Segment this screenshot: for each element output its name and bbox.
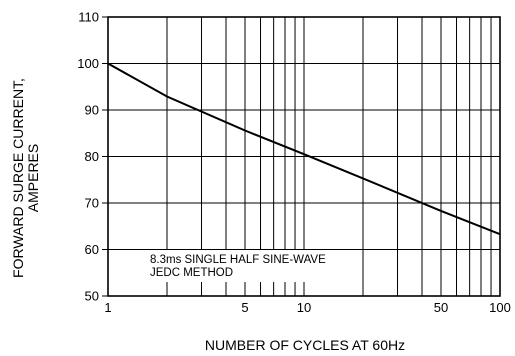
grid-lines — [108, 17, 500, 296]
x-tick-label: 100 — [489, 300, 511, 315]
y-tick-label: 90 — [85, 103, 99, 118]
x-axis-ticks: 1 5 10 50 100 — [104, 300, 510, 315]
annotation-box — [145, 250, 325, 282]
y-tick-label: 100 — [77, 56, 99, 71]
x-tick-label: 50 — [434, 300, 448, 315]
y-tick-label: 80 — [85, 149, 99, 164]
y-tick-label: 70 — [85, 196, 99, 211]
y-tick-label: 110 — [78, 10, 99, 25]
y-axis-title-line-2: AMPERES — [25, 144, 41, 212]
x-tick-label: 1 — [104, 300, 111, 315]
x-tick-label: 10 — [297, 300, 311, 315]
series-line — [107, 62, 501, 236]
annotation-line-2: JEDC METHOD — [150, 267, 233, 279]
y-axis-title-line-1: FORWARD SURGE CURRENT, — [10, 78, 26, 278]
y-axis-ticks: 50 60 70 80 90 100 110 — [77, 10, 108, 304]
y-tick-label: 60 — [85, 242, 99, 257]
x-axis-title: NUMBER OF CYCLES AT 60Hz — [205, 337, 405, 353]
y-tick-label: 50 — [85, 289, 99, 304]
x-tick-label: 5 — [241, 300, 248, 315]
annotation-line-1: 8.3ms SINGLE HALF SINE-WAVE — [150, 254, 326, 266]
